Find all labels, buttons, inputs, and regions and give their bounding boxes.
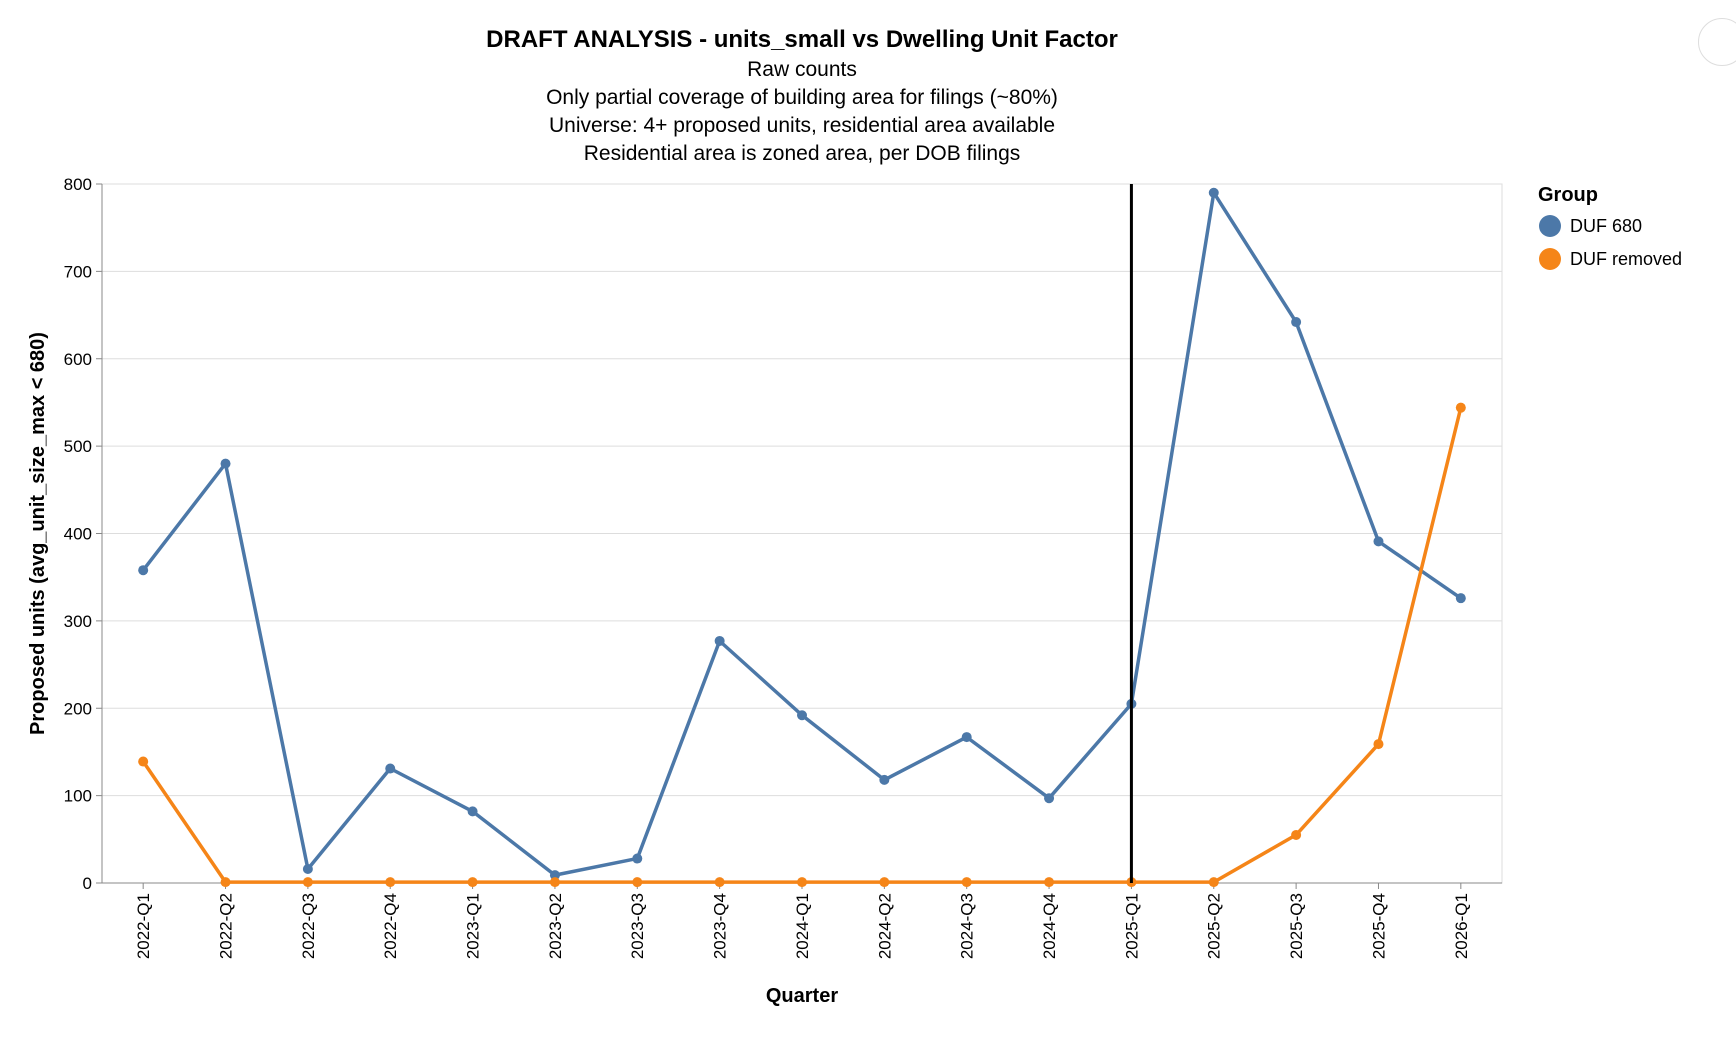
chart-subtitle-line-1: Raw counts (747, 58, 857, 81)
data-point[interactable] (1291, 317, 1302, 328)
legend-title: Group (1538, 184, 1598, 206)
y-tick-label: 800 (64, 175, 92, 194)
legend-item-duf-680[interactable]: DUF 680 (1539, 215, 1642, 237)
x-tick-label: 2022-Q2 (216, 893, 235, 959)
x-tick-label: 2022-Q1 (134, 893, 153, 959)
data-point[interactable] (138, 756, 149, 767)
x-tick-label: 2025-Q4 (1369, 893, 1388, 959)
x-tick-label: 2024-Q4 (1040, 893, 1059, 959)
data-point[interactable] (220, 458, 231, 469)
y-tick-label: 400 (64, 525, 92, 544)
x-tick-label: 2023-Q2 (546, 893, 565, 959)
y-tick-label: 100 (64, 787, 92, 806)
x-axis: 2022-Q1 2022-Q2 2022-Q3 2022-Q4 2023-Q1 2023-… (102, 882, 1502, 959)
x-axis-title: Quarter (766, 985, 838, 1007)
legend: Group DUF 680 DUF removed (1538, 184, 1682, 270)
data-point[interactable] (1208, 877, 1219, 888)
x-tick-label: 2024-Q1 (793, 893, 812, 959)
data-point[interactable] (714, 877, 725, 888)
y-tick-label: 0 (83, 874, 92, 893)
x-tick-label: 2025-Q3 (1287, 893, 1306, 959)
y-tick-label: 500 (64, 437, 92, 456)
data-point[interactable] (1044, 877, 1055, 888)
data-point[interactable] (1373, 739, 1384, 750)
data-point[interactable] (1455, 593, 1466, 604)
x-tick-label: 2024-Q2 (875, 893, 894, 959)
data-point[interactable] (1373, 536, 1384, 547)
chart-subtitle-line-2: Only partial coverage of building area f… (546, 86, 1058, 109)
data-point[interactable] (961, 732, 972, 743)
data-point[interactable] (549, 877, 560, 888)
x-tick-label: 2024-Q3 (958, 893, 977, 959)
data-point[interactable] (385, 763, 396, 774)
gridlines (102, 183, 1502, 884)
data-point[interactable] (385, 877, 396, 888)
data-point[interactable] (632, 853, 643, 864)
data-point[interactable] (1455, 402, 1466, 413)
chart-title: DRAFT ANALYSIS - units_small vs Dwelling… (486, 26, 1118, 53)
series-layer (138, 187, 1466, 888)
chart-subtitle-line-4: Residential area is zoned area, per DOB … (584, 142, 1021, 165)
legend-swatch (1539, 248, 1561, 270)
x-tick-label: 2023-Q3 (628, 893, 647, 959)
data-point[interactable] (797, 710, 807, 721)
series-duf-680 (138, 187, 1466, 881)
data-point[interactable] (220, 877, 231, 888)
y-tick-label: 200 (64, 699, 92, 718)
series-line (141, 405, 1463, 884)
x-tick-label: 2023-Q4 (711, 893, 730, 959)
data-point[interactable] (1291, 829, 1302, 840)
x-tick-label: 2023-Q1 (464, 893, 483, 959)
chart-title-block: DRAFT ANALYSIS - units_small vs Dwelling… (486, 26, 1118, 165)
legend-swatch (1539, 215, 1561, 237)
chart-subtitle-line-3: Universe: 4+ proposed units, residential… (549, 114, 1055, 137)
data-point[interactable] (879, 774, 890, 785)
x-tick-label: 2022-Q3 (299, 893, 318, 959)
data-point[interactable] (302, 877, 313, 888)
y-tick-label: 300 (64, 612, 92, 631)
data-point[interactable] (1044, 793, 1055, 804)
legend-label: DUF 680 (1570, 216, 1642, 236)
data-point[interactable] (467, 806, 478, 817)
data-point[interactable] (302, 864, 313, 875)
data-point[interactable] (961, 877, 972, 888)
x-tick-label: 2022-Q4 (381, 893, 400, 959)
data-point[interactable] (797, 877, 807, 888)
y-axis: 0 100 200 300 400 500 600 700 800 (64, 175, 103, 893)
legend-label: DUF removed (1570, 249, 1682, 269)
data-point[interactable] (714, 635, 725, 646)
data-point[interactable] (549, 870, 560, 881)
data-point[interactable] (632, 877, 643, 888)
y-axis-title: Proposed units (avg_unit_size_max < 680) (27, 332, 49, 735)
data-point[interactable] (879, 877, 890, 888)
x-tick-label: 2025-Q2 (1205, 893, 1224, 959)
data-point[interactable] (467, 877, 478, 888)
legend-item-duf-removed[interactable]: DUF removed (1539, 248, 1682, 270)
actions-menu-button[interactable] (1698, 18, 1736, 66)
x-tick-label: 2025-Q1 (1122, 893, 1141, 959)
x-tick-label: 2026-Q1 (1452, 893, 1471, 959)
data-point[interactable] (1208, 187, 1219, 198)
data-point[interactable] (138, 565, 149, 576)
y-tick-label: 700 (64, 262, 92, 281)
series-duf-removed (138, 402, 1466, 888)
y-tick-label: 600 (64, 350, 92, 369)
